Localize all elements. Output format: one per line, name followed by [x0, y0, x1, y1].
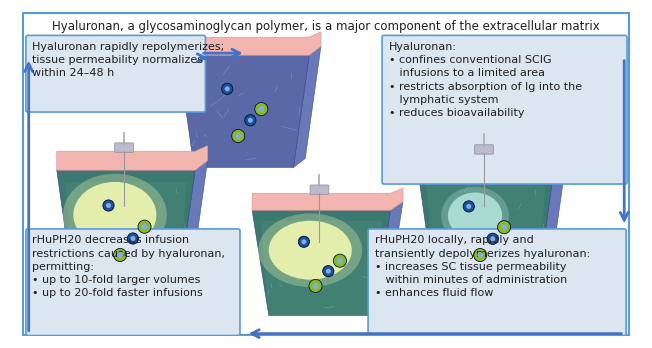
Text: Hyaluronan, a glycosaminoglycan polymer, is a major component of the extracellul: Hyaluronan, a glycosaminoglycan polymer,…: [52, 21, 600, 33]
FancyBboxPatch shape: [26, 35, 205, 112]
Polygon shape: [178, 32, 321, 55]
Circle shape: [497, 221, 511, 234]
Circle shape: [501, 224, 507, 230]
Polygon shape: [252, 210, 391, 315]
Polygon shape: [178, 55, 309, 167]
Circle shape: [244, 115, 256, 126]
Ellipse shape: [269, 221, 352, 280]
Circle shape: [231, 129, 244, 143]
Ellipse shape: [258, 213, 362, 287]
Circle shape: [333, 254, 346, 267]
FancyBboxPatch shape: [382, 35, 627, 184]
Circle shape: [309, 279, 322, 292]
Circle shape: [117, 252, 123, 258]
Circle shape: [225, 86, 230, 92]
Circle shape: [141, 224, 147, 230]
FancyBboxPatch shape: [115, 143, 134, 152]
FancyBboxPatch shape: [310, 185, 329, 194]
Text: rHuPH20 decreases infusion
restrictions caused by hyaluronan,
permitting:
• up t: rHuPH20 decreases infusion restrictions …: [33, 236, 226, 298]
Circle shape: [473, 248, 486, 262]
Text: Hyaluronan rapidly repolymerizes;
tissue permeability normalizes
within 24–48 h: Hyaluronan rapidly repolymerizes; tissue…: [33, 42, 225, 78]
Polygon shape: [252, 188, 403, 210]
Text: Hyaluronan:
• confines conventional SCIG
   infusions to a limited area
• restri: Hyaluronan: • confines conventional SCIG…: [389, 42, 582, 118]
Circle shape: [326, 269, 331, 274]
Circle shape: [301, 239, 306, 244]
Polygon shape: [418, 148, 566, 172]
Circle shape: [477, 252, 483, 258]
FancyBboxPatch shape: [368, 229, 626, 335]
Polygon shape: [374, 202, 403, 315]
Polygon shape: [179, 161, 207, 288]
Ellipse shape: [441, 187, 509, 245]
Ellipse shape: [74, 182, 156, 248]
Circle shape: [463, 201, 475, 212]
Polygon shape: [260, 221, 382, 315]
Circle shape: [106, 203, 111, 208]
Circle shape: [466, 204, 471, 209]
Circle shape: [258, 106, 264, 112]
Polygon shape: [293, 46, 321, 167]
Circle shape: [337, 258, 343, 264]
Circle shape: [130, 236, 136, 241]
Circle shape: [127, 233, 138, 244]
FancyBboxPatch shape: [26, 229, 240, 335]
Circle shape: [235, 133, 241, 139]
Circle shape: [323, 266, 334, 277]
Polygon shape: [418, 172, 554, 287]
Circle shape: [138, 220, 151, 233]
Polygon shape: [426, 183, 546, 287]
Circle shape: [113, 248, 126, 262]
Circle shape: [298, 236, 310, 247]
Ellipse shape: [63, 174, 167, 256]
FancyBboxPatch shape: [23, 13, 629, 334]
Polygon shape: [57, 146, 207, 170]
Circle shape: [255, 103, 268, 116]
Circle shape: [222, 83, 233, 94]
FancyBboxPatch shape: [475, 145, 494, 154]
Polygon shape: [65, 182, 187, 288]
Ellipse shape: [448, 192, 502, 239]
Circle shape: [312, 283, 318, 289]
Polygon shape: [57, 170, 195, 288]
Polygon shape: [537, 163, 566, 287]
Circle shape: [487, 233, 498, 244]
Circle shape: [248, 118, 253, 123]
Text: rHuPH20 locally, rapidly and
transiently depolymerizes hyaluronan:
• increases S: rHuPH20 locally, rapidly and transiently…: [375, 236, 590, 298]
Circle shape: [490, 236, 496, 241]
Circle shape: [103, 200, 114, 211]
